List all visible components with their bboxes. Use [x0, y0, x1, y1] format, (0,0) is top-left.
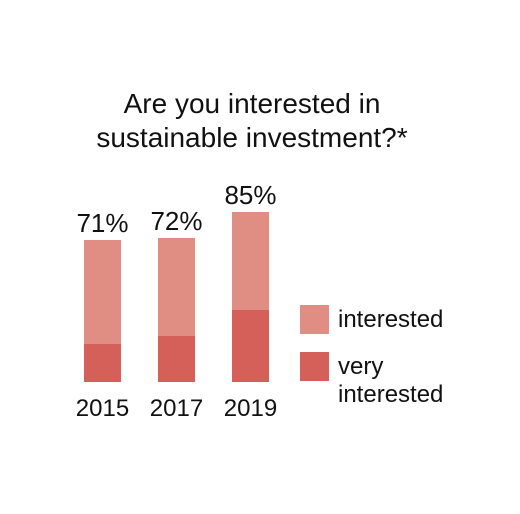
bar-group-2015: 71% 2015: [76, 208, 129, 422]
legend-label-line: very: [338, 353, 383, 380]
chart-title-line-1: Are you interested in: [124, 88, 381, 119]
x-tick-label-2017: 2017: [150, 395, 203, 422]
chart-title-line-2: sustainable investment?*: [96, 122, 407, 153]
data-label-total-2015: 71%: [76, 208, 128, 238]
bar-segment-interested-2015: [84, 240, 121, 344]
chart-title: Are you interested in sustainable invest…: [96, 88, 407, 153]
bar-segment-very-interested-2019: [232, 310, 269, 382]
legend-swatch: [300, 305, 329, 334]
bar-segment-very-interested-2017: [158, 336, 195, 382]
bars: 71% 2015 72% 2017 85% 2019: [76, 180, 277, 422]
x-tick-label-2015: 2015: [76, 395, 129, 422]
x-tick-label-2019: 2019: [224, 395, 277, 422]
bar-segment-interested-2019: [232, 212, 269, 310]
bar-segment-very-interested-2015: [84, 344, 121, 382]
legend-label-line: interested: [338, 381, 443, 408]
bar-segment-interested-2017: [158, 238, 195, 336]
data-label-total-2019: 85%: [224, 180, 276, 210]
bar-group-2019: 85% 2019: [224, 180, 277, 422]
data-label-total-2017: 72%: [150, 206, 202, 236]
legend-label-line: interested: [338, 306, 443, 333]
legend-swatch: [300, 352, 329, 381]
bar-group-2017: 72% 2017: [150, 206, 203, 422]
legend-item-0: interested: [300, 305, 443, 334]
